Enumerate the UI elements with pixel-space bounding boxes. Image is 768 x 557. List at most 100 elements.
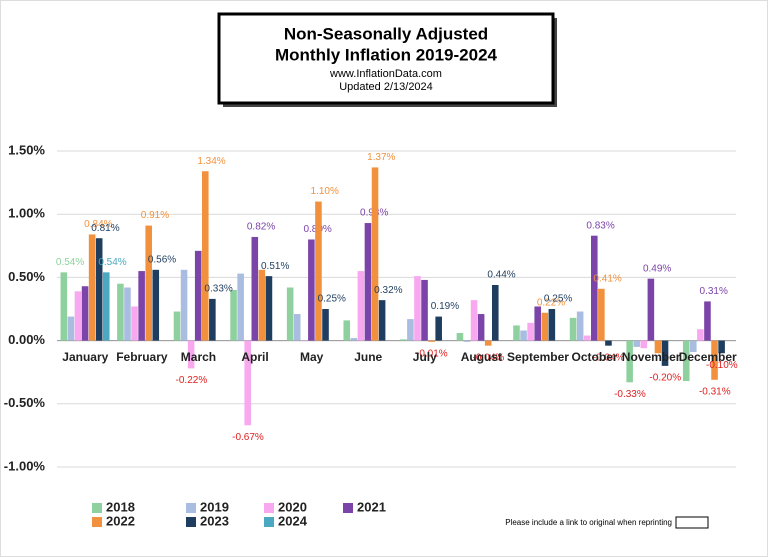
legend-label: 2022 <box>106 513 135 528</box>
bar <box>690 340 697 352</box>
bar <box>315 201 322 341</box>
bar <box>704 301 711 341</box>
value-label: 0.49% <box>643 263 671 274</box>
bar <box>541 312 549 341</box>
legend-swatch <box>92 517 102 527</box>
bar <box>605 340 612 346</box>
source: www.InflationData.com <box>329 68 442 80</box>
bar <box>654 340 662 354</box>
y-tick-label: 1.00% <box>8 206 45 221</box>
bar <box>378 300 386 341</box>
bar <box>180 269 188 341</box>
bar <box>286 287 294 341</box>
value-label: 0.33% <box>204 284 232 295</box>
legend-label: 2018 <box>106 499 135 514</box>
value-label: 1.37% <box>367 152 395 163</box>
chart-title: Non-Seasonally Adjusted <box>284 24 488 43</box>
bar <box>569 317 577 341</box>
bar <box>661 340 669 366</box>
bar <box>237 273 244 341</box>
bar <box>576 311 584 341</box>
value-label: 0.51% <box>261 261 289 272</box>
value-label: 0.56% <box>148 254 176 265</box>
legend-label: 2023 <box>200 513 229 528</box>
bar <box>583 335 591 341</box>
value-label: 0.44% <box>487 270 515 281</box>
bar <box>308 239 315 341</box>
bar <box>293 314 301 341</box>
y-tick-label: -1.00% <box>4 458 46 473</box>
bar <box>209 298 216 341</box>
value-label: -0.04% <box>593 352 625 363</box>
bar <box>626 340 633 383</box>
x-tick-label: September <box>507 350 569 364</box>
value-label: 0.84% <box>84 219 112 230</box>
bar <box>591 235 598 341</box>
bar <box>350 338 358 341</box>
value-label: 0.41% <box>593 273 621 284</box>
bar <box>491 284 499 341</box>
bar <box>131 306 138 341</box>
bar <box>201 171 209 341</box>
title-box <box>217 12 555 105</box>
bar <box>640 340 648 349</box>
legend-label: 2019 <box>200 499 229 514</box>
bar <box>400 339 407 341</box>
bar <box>598 288 605 341</box>
bar <box>435 316 442 341</box>
value-label: 0.81% <box>91 223 119 234</box>
x-tick-label: April <box>241 350 268 364</box>
bar <box>74 291 82 341</box>
legend-swatch <box>264 517 274 527</box>
value-label: -0.04% <box>473 352 505 363</box>
value-label: 0.91% <box>141 210 169 221</box>
bar <box>152 269 160 341</box>
bar <box>711 340 718 380</box>
bar <box>102 272 110 341</box>
bar <box>470 300 478 341</box>
bar <box>407 319 414 341</box>
value-label: 0.25% <box>318 294 346 305</box>
x-tick-label: July <box>413 350 437 364</box>
legend-swatch <box>343 503 353 513</box>
bar <box>414 276 421 341</box>
value-label: 0.32% <box>374 285 402 296</box>
bar <box>456 333 464 341</box>
chart-subtitle: Monthly Inflation 2019-2024 <box>275 45 498 64</box>
bar <box>138 271 145 341</box>
x-tick-label: June <box>354 350 382 364</box>
bar <box>682 340 690 382</box>
value-label: 0.54% <box>56 257 84 268</box>
bar <box>244 340 252 426</box>
cc-icon <box>675 516 709 529</box>
legend-swatch <box>92 503 102 513</box>
bar <box>81 286 89 341</box>
value-label: -0.22% <box>176 375 208 386</box>
bar <box>117 283 124 341</box>
footer: Please include a link to original when r… <box>505 518 672 527</box>
value-label: 0.31% <box>700 286 728 297</box>
value-label: -0.01% <box>416 349 448 360</box>
bar <box>301 340 308 342</box>
bar <box>258 269 266 341</box>
bar <box>513 325 520 341</box>
value-label: 0.25% <box>544 294 572 305</box>
bar <box>548 309 556 341</box>
value-label: 0.82% <box>247 222 275 233</box>
bar <box>484 340 492 346</box>
y-tick-label: -0.50% <box>4 395 46 410</box>
x-tick-label: March <box>181 350 216 364</box>
bar <box>647 278 655 341</box>
legend-swatch <box>264 503 274 513</box>
x-tick-label: October <box>572 350 618 364</box>
bar <box>357 271 365 341</box>
value-label: -0.10% <box>706 360 738 371</box>
bar <box>67 316 75 341</box>
legend-label: 2021 <box>357 499 386 514</box>
bar <box>477 314 485 341</box>
y-tick-label: 0.00% <box>8 332 45 347</box>
bar <box>428 340 435 342</box>
bar <box>520 330 527 341</box>
bar <box>718 340 725 354</box>
